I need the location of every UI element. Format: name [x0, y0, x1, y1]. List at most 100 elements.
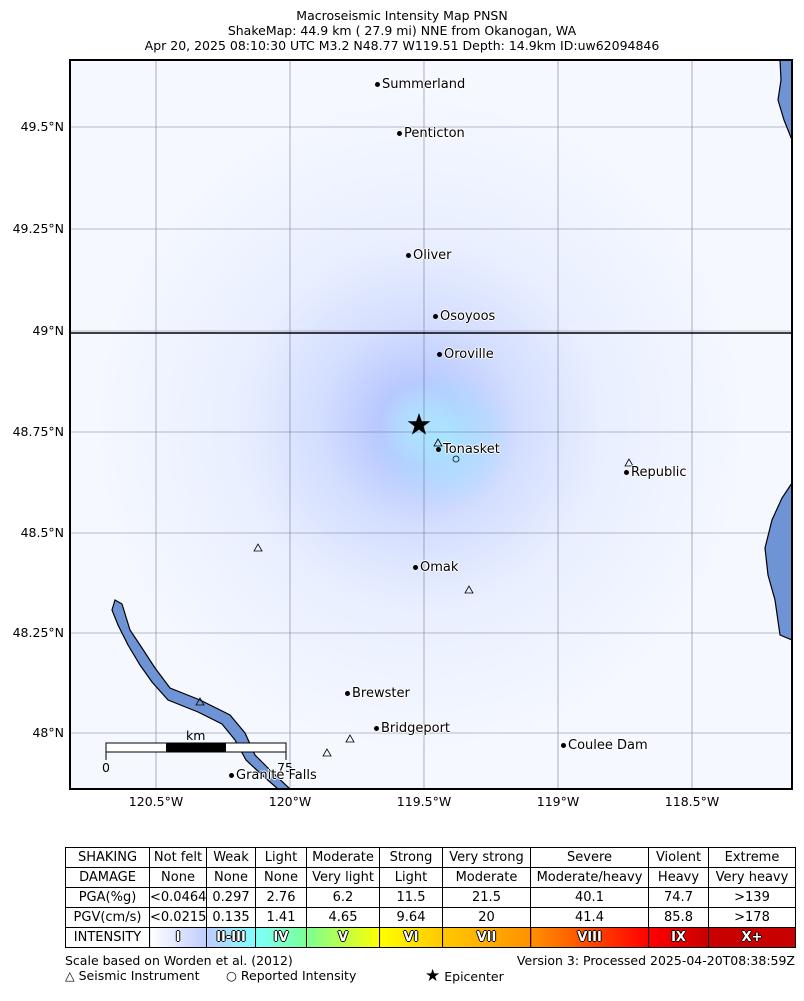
- shaking-cell: Weak: [206, 847, 256, 868]
- damage-cell: Very light: [306, 867, 380, 888]
- legend-reported-intensity: ○ Reported Intensity: [226, 968, 357, 983]
- event-info: Apr 20, 2025 08:10:30 UTC M3.2 N48.77 W1…: [144, 38, 660, 53]
- city-marker[interactable]: Tonasket: [436, 442, 500, 457]
- pga-cell: 11.5: [379, 887, 443, 908]
- intensity-cell: IV: [255, 927, 307, 948]
- pgv-cell: 41.4: [530, 907, 649, 928]
- city-marker[interactable]: Summerland: [375, 77, 465, 92]
- intensity-cell: VIII: [530, 927, 649, 948]
- lon-label: 118.5°W: [664, 794, 720, 809]
- columbia-river: [111, 599, 291, 789]
- lat-label: 49.25°N: [12, 221, 64, 236]
- pgv-row: PGV(cm/s) <0.0215 0.135 1.41 4.65 9.64 2…: [65, 907, 796, 928]
- pgv-cell: 9.64: [379, 907, 443, 928]
- scale-bar-end: 75: [277, 760, 293, 775]
- shaking-core: [370, 370, 520, 510]
- pgv-cell: >178: [708, 907, 796, 928]
- damage-cell: Very heavy: [708, 867, 796, 888]
- city-marker[interactable]: Bridgeport: [374, 721, 450, 736]
- lon-label: 120°W: [268, 794, 312, 809]
- shaking-cell: Severe: [530, 847, 649, 868]
- intensity-cell: V: [306, 927, 380, 948]
- damage-row: DAMAGE None None None Very light Light M…: [65, 867, 796, 888]
- circle-outline-icon: [452, 455, 460, 463]
- pga-cell: 40.1: [530, 887, 649, 908]
- pgv-cell: 0.135: [206, 907, 256, 928]
- row-label: DAMAGE: [65, 867, 150, 888]
- row-label: PGV(cm/s): [65, 907, 150, 928]
- scale-bar: [105, 742, 287, 760]
- scale-note: Scale based on Worden et al. (2012): [65, 953, 293, 968]
- row-label: INTENSITY: [65, 927, 150, 948]
- pgv-cell: 1.41: [255, 907, 307, 928]
- damage-cell: None: [149, 867, 207, 888]
- scale-bar-unit: km: [186, 728, 206, 743]
- pga-cell: 74.7: [648, 887, 709, 908]
- lon-label: 119°W: [536, 794, 580, 809]
- version-info: Version 3: Processed 2025-04-20T08:38:59…: [516, 953, 795, 968]
- pga-cell: 2.76: [255, 887, 307, 908]
- triangle-outline-icon: [345, 734, 355, 743]
- city-marker[interactable]: Brewster: [345, 686, 410, 701]
- lat-label: 49°N: [32, 323, 64, 338]
- pgv-cell: 85.8: [648, 907, 709, 928]
- intensity-cell: I: [149, 927, 207, 948]
- lat-label: 48.75°N: [12, 424, 64, 439]
- legend-seismic-instrument: △ Seismic Instrument: [65, 968, 200, 983]
- intensity-cell: VI: [379, 927, 443, 948]
- city-marker[interactable]: Osoyoos: [433, 309, 495, 324]
- intensity-legend-table: SHAKING Not felt Weak Light Moderate Str…: [65, 847, 796, 948]
- pga-row: PGA(%g) <0.0464 0.297 2.76 6.2 11.5 21.5…: [65, 887, 796, 908]
- triangle-outline-icon: [464, 585, 474, 594]
- map-subtitle: ShakeMap: 44.9 km ( 27.9 mi) NNE from Ok…: [227, 23, 577, 38]
- epicenter-star-icon[interactable]: [407, 413, 431, 435]
- city-marker[interactable]: Republic: [624, 465, 687, 480]
- damage-cell: None: [206, 867, 256, 888]
- shaking-cell: Strong: [379, 847, 443, 868]
- shaking-cell: Moderate: [306, 847, 380, 868]
- pgv-cell: <0.0215: [149, 907, 207, 928]
- map-title: Macroseismic Intensity Map PNSN: [296, 8, 508, 23]
- city-marker[interactable]: Omak: [413, 560, 458, 575]
- intensity-cell: X+: [708, 927, 796, 948]
- shaking-cell: Violent: [648, 847, 709, 868]
- intensity-cell: II-III: [206, 927, 256, 948]
- row-label: PGA(%g): [65, 887, 150, 908]
- city-marker[interactable]: Granite Falls: [229, 768, 317, 783]
- pgv-cell: 20: [442, 907, 531, 928]
- triangle-outline-icon: [624, 458, 634, 467]
- shaking-cell: Very strong: [442, 847, 531, 868]
- lon-label: 120.5°W: [128, 794, 184, 809]
- lat-label: 48.25°N: [12, 625, 64, 640]
- city-marker[interactable]: Oliver: [406, 248, 452, 263]
- triangle-outline-icon: △: [65, 968, 75, 983]
- star-icon: ★: [425, 966, 441, 986]
- damage-cell: Moderate/heavy: [530, 867, 649, 888]
- damage-cell: Moderate: [442, 867, 531, 888]
- lake-northeast: [777, 60, 792, 141]
- triangle-outline-icon: [433, 438, 443, 447]
- shaking-cell: Not felt: [149, 847, 207, 868]
- city-marker[interactable]: Coulee Dam: [561, 738, 648, 753]
- triangle-outline-icon: [322, 748, 332, 757]
- lat-label: 49.5°N: [20, 119, 64, 134]
- triangle-outline-icon: [253, 543, 263, 552]
- graticule: [70, 60, 792, 789]
- pga-cell: >139: [708, 887, 796, 908]
- shaking-row: SHAKING Not felt Weak Light Moderate Str…: [65, 847, 796, 868]
- pga-cell: 6.2: [306, 887, 380, 908]
- legend-epicenter: ★ Epicenter: [425, 966, 504, 986]
- lake-roosevelt: [764, 481, 792, 641]
- lat-label: 48°N: [32, 725, 64, 740]
- circle-outline-icon: ○: [226, 968, 237, 983]
- intensity-cell: IX: [648, 927, 709, 948]
- city-marker[interactable]: Penticton: [397, 126, 465, 141]
- city-marker[interactable]: Oroville: [437, 347, 494, 362]
- row-label: SHAKING: [65, 847, 150, 868]
- pga-cell: 21.5: [442, 887, 531, 908]
- pga-cell: <0.0464: [149, 887, 207, 908]
- shaking-cell: Extreme: [708, 847, 796, 868]
- shaking-cell: Light: [255, 847, 307, 868]
- damage-cell: Heavy: [648, 867, 709, 888]
